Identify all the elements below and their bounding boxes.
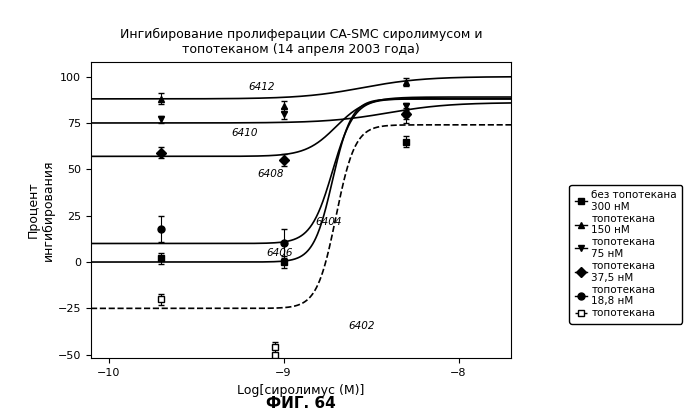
Text: 6406: 6406 <box>266 248 293 258</box>
Legend: без топотекана
300 нМ, топотекана
150 нМ, топотекана
75 нМ, топотекана
37,5 нМ, : без топотекана 300 нМ, топотекана 150 нМ… <box>570 185 682 323</box>
Text: ФИГ. 64: ФИГ. 64 <box>266 396 336 411</box>
Text: 6408: 6408 <box>258 169 284 179</box>
Y-axis label: Процент
ингибирования: Процент ингибирования <box>27 159 55 261</box>
Text: 6404: 6404 <box>315 217 342 227</box>
Title: Ингибирование пролиферации CA-SMC сиролимусом и
топотеканом (14 апреля 2003 года: Ингибирование пролиферации CA-SMC сироли… <box>120 28 482 56</box>
X-axis label: Log[сиролимус (М)]: Log[сиролимус (М)] <box>237 384 365 397</box>
Text: 6412: 6412 <box>248 82 275 91</box>
Text: 6410: 6410 <box>231 128 258 138</box>
Text: 6402: 6402 <box>348 321 374 331</box>
